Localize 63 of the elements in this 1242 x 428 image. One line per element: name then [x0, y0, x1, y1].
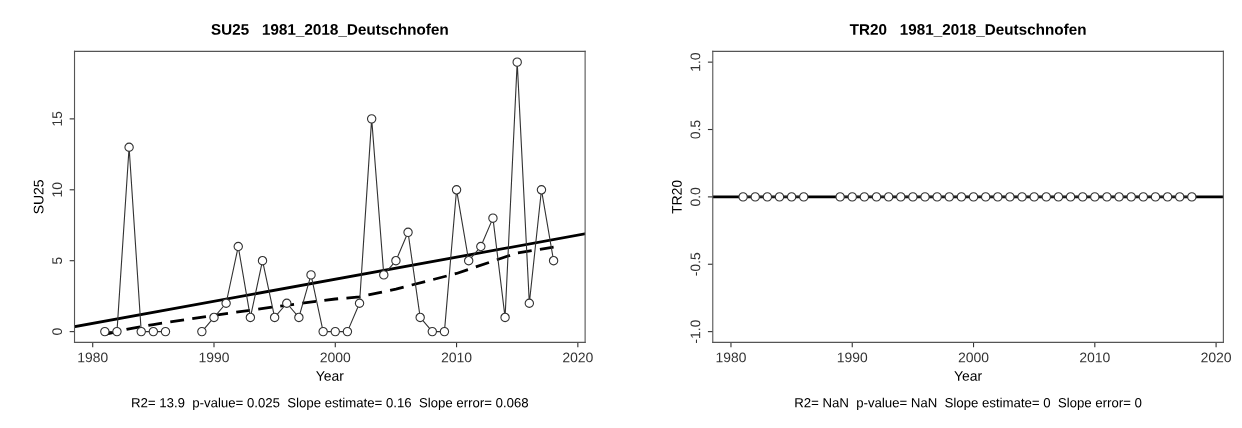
- point: [354, 298, 365, 308]
- point: [366, 114, 377, 124]
- point: [112, 326, 122, 337]
- point: [100, 326, 110, 337]
- point: [330, 326, 340, 337]
- y-axis-title: SU25: [33, 180, 44, 214]
- x-tick-label: 2020: [563, 352, 593, 363]
- point: [245, 312, 256, 323]
- y-tick-label: -0.5: [690, 252, 701, 276]
- point: [500, 312, 510, 323]
- point: [512, 57, 522, 67]
- point: [160, 326, 171, 337]
- point: [403, 227, 413, 238]
- point: [548, 255, 559, 266]
- text: R2= 13.9 p-value= 0.025 Slope estimate= 0.16 Slope error= 0.068: [132, 397, 529, 410]
- point: [463, 255, 474, 266]
- x-tick-label: 2020: [1201, 352, 1231, 363]
- x-tick-label: 2000: [958, 352, 989, 363]
- chart-title: TR20 1981_2018_Deutschnofen: [849, 23, 1086, 37]
- point: [209, 312, 219, 323]
- point: [257, 255, 268, 266]
- x-tick-label: 1980: [78, 352, 108, 363]
- y-tick-label: 5: [52, 257, 63, 265]
- point: [294, 312, 304, 323]
- x-tick-label: 2010: [441, 352, 472, 363]
- point: [476, 241, 486, 252]
- point: [524, 298, 535, 308]
- point: [427, 326, 438, 337]
- y-tick-label: 0: [52, 328, 63, 335]
- point: [221, 298, 231, 308]
- y-tick-label: 1.0: [690, 53, 701, 71]
- point: [282, 298, 292, 308]
- x-tick-label: 1990: [199, 352, 229, 363]
- point: [379, 270, 389, 280]
- point: [306, 270, 316, 280]
- text: R2= NaN p-value= NaN Slope estimate= 0 Slope error= 0: [795, 397, 1142, 410]
- point: [451, 185, 462, 195]
- y-axis-title: TR20: [671, 180, 682, 214]
- point: [439, 326, 450, 337]
- point: [197, 326, 207, 337]
- point: [136, 326, 146, 337]
- point: [488, 213, 498, 223]
- point: [124, 142, 134, 152]
- y-tick-label: 0.5: [690, 120, 701, 139]
- point: [415, 312, 425, 323]
- y-tick-label: 10: [52, 182, 63, 197]
- chart-title: SU25 1981_2018_Deutschnofen: [211, 23, 448, 37]
- y-tick-label: -1.0: [690, 320, 701, 343]
- x-tick-label: 2010: [1080, 352, 1110, 363]
- y-tick-label: 0.0: [690, 187, 701, 206]
- point: [148, 326, 159, 337]
- x-tick-label: 2000: [320, 352, 351, 363]
- x-tick-label: 1980: [716, 352, 746, 363]
- x-axis-title: Year: [954, 371, 982, 381]
- point: [318, 326, 328, 337]
- x-axis-title: Year: [316, 371, 344, 381]
- point: [233, 241, 243, 252]
- point: [269, 312, 280, 323]
- point: [536, 185, 547, 195]
- point: [391, 255, 401, 266]
- y-tick-label: 15: [52, 111, 63, 126]
- x-tick-label: 1990: [837, 352, 868, 363]
- point: [342, 326, 353, 337]
